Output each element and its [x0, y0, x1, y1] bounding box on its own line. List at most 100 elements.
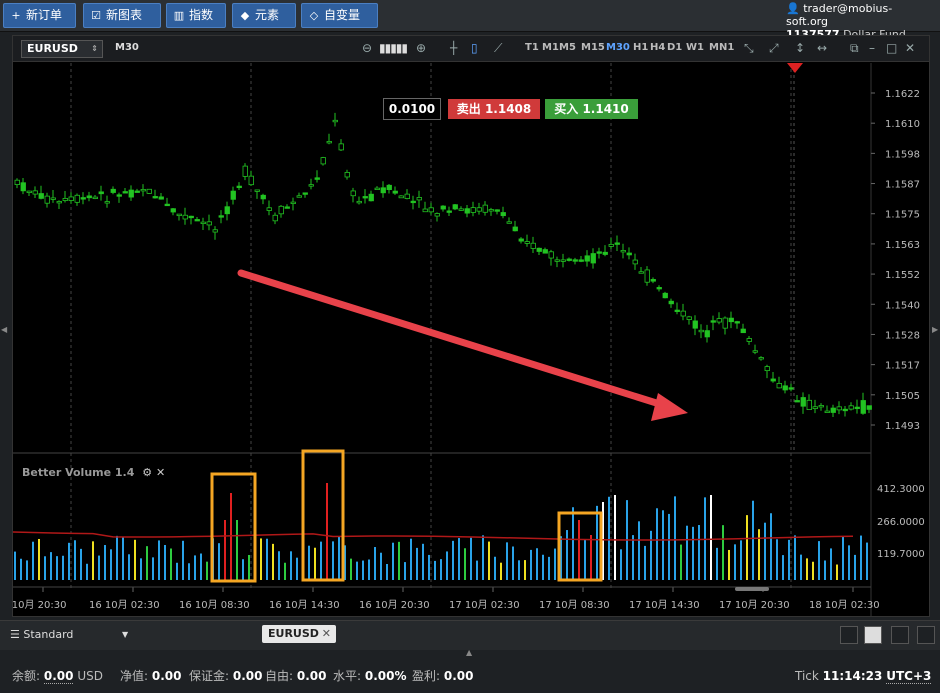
- elements-button[interactable]: ◆ 元素: [232, 3, 296, 28]
- layout-select[interactable]: ☰ Standard ▼: [0, 621, 250, 649]
- candle-body: [584, 255, 590, 262]
- zoom-in-icon[interactable]: ⊕: [416, 41, 427, 55]
- chart-plot-area[interactable]: 1.1622 1.1610 1.1598 1.1587 1.1575 1.1563 1.15…: [13, 63, 929, 616]
- timeframe-w1[interactable]: W1: [686, 42, 704, 53]
- diagonal-arrow-icon[interactable]: ⤢: [769, 41, 779, 55]
- timeframe-m5[interactable]: M5: [559, 42, 576, 53]
- timeframe-m15[interactable]: M15: [581, 42, 605, 53]
- sell-button[interactable]: 卖出 1.1408: [448, 99, 540, 119]
- candle-body: [758, 357, 764, 360]
- vertical-line-icon[interactable]: ↕: [795, 41, 806, 55]
- candle-body: [452, 204, 458, 210]
- candle-body: [128, 189, 134, 198]
- trend-arrow-head: [651, 393, 688, 421]
- volume-bar: [152, 557, 154, 580]
- minimize-icon[interactable]: –: [869, 41, 875, 55]
- zoom-slider[interactable]: ▮▮▮▮▮: [379, 41, 408, 55]
- candle-body: [146, 188, 152, 194]
- account-info[interactable]: 👤 trader@mobius-soft.org 1137577 Dollar …: [786, 2, 934, 41]
- volume-bar: [50, 552, 52, 580]
- line-chart-type-icon[interactable]: ⟋: [494, 41, 503, 55]
- volume-bar: [668, 513, 670, 580]
- timeframe-m30[interactable]: M30: [606, 42, 630, 53]
- maximize-icon[interactable]: □: [886, 41, 898, 55]
- candle-body: [74, 194, 80, 203]
- timeframe-t1[interactable]: T1: [525, 42, 539, 53]
- candle-body: [854, 406, 860, 410]
- timezone-select[interactable]: UTC+3: [886, 669, 932, 684]
- layout-vertical-icon[interactable]: [891, 626, 909, 644]
- volume-bar: [374, 547, 376, 580]
- candle-body: [56, 201, 62, 204]
- lot-size-input[interactable]: 0.0100: [383, 98, 441, 120]
- volume-bar: [308, 545, 310, 580]
- volume-bar: [104, 545, 106, 580]
- zoom-out-icon[interactable]: ⊖: [362, 41, 373, 55]
- candle-body: [368, 193, 374, 202]
- timeframe-h1[interactable]: H1: [633, 42, 649, 53]
- timeframe-m1[interactable]: M1: [542, 42, 559, 53]
- right-collapse-icon[interactable]: ▶: [932, 325, 939, 334]
- new-chart-button[interactable]: ☑ 新图表: [83, 3, 161, 28]
- candle-body: [290, 201, 296, 204]
- indicators-button[interactable]: ▥ 指数: [166, 3, 226, 28]
- volume-bar: [44, 556, 46, 580]
- new-order-button[interactable]: + 新订单: [3, 3, 76, 28]
- close-icon[interactable]: ✕: [905, 41, 916, 55]
- settings-gear-icon[interactable]: ⚙: [142, 466, 153, 479]
- candle-body: [476, 207, 482, 212]
- candle-body: [632, 259, 638, 265]
- buy-button[interactable]: 买入 1.1410: [545, 99, 638, 119]
- time-label: 16 10月 14:30: [269, 599, 340, 611]
- candle-body: [590, 253, 596, 264]
- candle-body: [326, 141, 332, 144]
- timeframe-h4[interactable]: H4: [650, 42, 666, 53]
- volume-bar: [554, 548, 556, 580]
- price-tick-label: 1.1505: [885, 391, 920, 402]
- horizontal-line-icon[interactable]: ↔: [817, 41, 828, 55]
- volume-bar: [584, 539, 586, 580]
- layout-grid-icon[interactable]: [864, 626, 882, 644]
- volume-bar: [788, 539, 790, 580]
- candle-body: [248, 175, 254, 186]
- symbol-select[interactable]: EURUSD ⇕: [21, 40, 103, 58]
- candle-chart-type-icon[interactable]: ▯: [471, 41, 478, 55]
- chart-scrollbar: [735, 587, 769, 591]
- volume-bar: [656, 508, 658, 580]
- timeframe-mn1[interactable]: MN1: [709, 42, 735, 53]
- volume-bar: [116, 535, 118, 580]
- close-tab-icon[interactable]: ✕: [321, 627, 331, 640]
- candle-body: [518, 238, 524, 242]
- volume-bar: [476, 560, 478, 580]
- volume-bar: [26, 560, 28, 580]
- expand-panel-icon[interactable]: ▲: [466, 648, 473, 657]
- variables-button[interactable]: ◇ 自变量: [301, 3, 378, 28]
- layout-horizontal-icon[interactable]: [917, 626, 935, 644]
- volume-average-line: [13, 531, 854, 541]
- bar-chart-type-icon[interactable]: ┼: [450, 41, 458, 55]
- timeframe-d1[interactable]: D1: [667, 42, 683, 53]
- candle-body: [404, 193, 410, 199]
- popout-icon[interactable]: ⧉: [850, 41, 859, 55]
- remove-indicator-icon[interactable]: ✕: [155, 466, 166, 479]
- price-chart[interactable]: 1.1622 1.1610 1.1598 1.1587 1.1575 1.1563 1.15…: [13, 63, 929, 616]
- left-collapse-icon[interactable]: ◀: [1, 325, 8, 334]
- volume-bar: [632, 535, 634, 580]
- volume-bar: [314, 547, 316, 580]
- candle-body: [812, 406, 818, 410]
- volume-bar: [80, 548, 82, 580]
- price-tick-label: 1.1563: [885, 240, 920, 251]
- volume-bar: [848, 545, 850, 580]
- volume-bar: [728, 549, 730, 580]
- draw-line-icon[interactable]: ⤡: [744, 41, 754, 55]
- candle-body: [332, 119, 338, 123]
- chevron-updown-icon: ⇕: [91, 44, 98, 53]
- candle-body: [692, 320, 698, 329]
- volume-bar: [128, 554, 130, 580]
- candle-body: [656, 287, 662, 290]
- price-tick-label: 1.1552: [885, 270, 920, 281]
- symbol-tab[interactable]: EURUSD ✕: [262, 625, 336, 643]
- volume-bar: [776, 539, 778, 580]
- time-label: 16 10月 20:30: [359, 599, 430, 611]
- layout-single-icon[interactable]: [840, 626, 858, 644]
